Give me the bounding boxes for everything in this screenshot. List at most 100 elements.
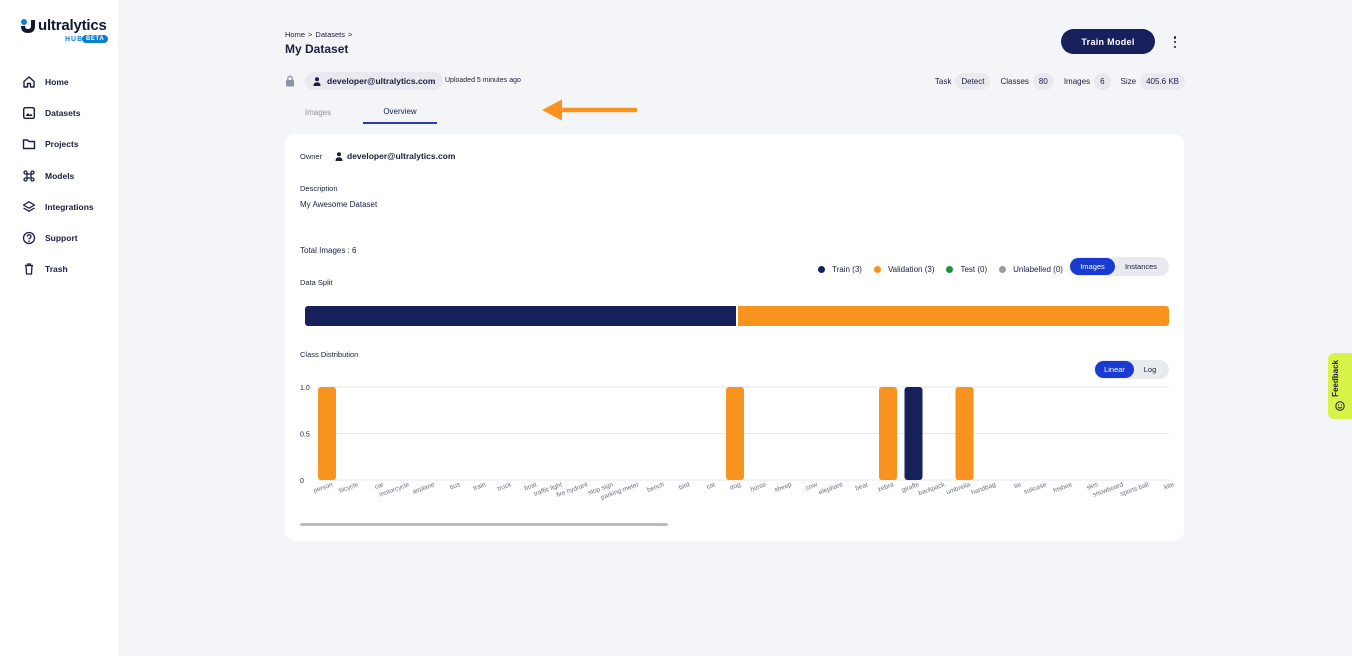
- page-title: My Dataset: [285, 42, 349, 56]
- size-value: 405.6 KB: [1140, 72, 1185, 90]
- dataset-stats: Task Detect Classes 80 Images 6 Size 405…: [935, 72, 1185, 90]
- more-options-icon[interactable]: [1170, 34, 1180, 50]
- x-tick-label: umbrella: [945, 481, 971, 496]
- sidebar-item-label: Trash: [45, 264, 68, 275]
- bar-giraffe[interactable]: [904, 387, 923, 480]
- data-split-bar: [305, 306, 1169, 326]
- split-legend: Train (3) Validation (3) Test (0) Unlabe…: [818, 263, 1075, 275]
- description-label: Description: [300, 184, 338, 193]
- x-tick-label: car: [374, 481, 386, 491]
- legend-label: Test (0): [960, 264, 988, 274]
- sidebar-item-home[interactable]: Home: [0, 66, 118, 97]
- command-icon: [23, 169, 35, 182]
- toggle-images[interactable]: Images: [1070, 258, 1115, 275]
- datasets-icon: [23, 106, 36, 119]
- description-value: My Awesome Dataset: [300, 200, 378, 209]
- sidebar-item-label: Home: [45, 76, 69, 87]
- trash-icon: [25, 263, 33, 276]
- task-value: Detect: [955, 72, 991, 90]
- owner-email: developer@ultralytics.com: [347, 151, 456, 161]
- sidebar-item-integrations[interactable]: Integrations: [0, 191, 118, 222]
- x-tick-label: elephant: [818, 481, 844, 496]
- x-tick-label: cow: [805, 481, 819, 492]
- legend-train: Train (3): [818, 265, 862, 274]
- breadcrumb-separator: >: [308, 30, 313, 39]
- x-tick-label: bench: [646, 481, 665, 494]
- sidebar-item-label: Support: [45, 233, 78, 244]
- x-tick-label: bear: [855, 481, 870, 492]
- sidebar-item-label: Integrations: [45, 201, 94, 212]
- train-model-button[interactable]: Train Model: [1061, 29, 1155, 54]
- legend-dot: [999, 265, 1007, 273]
- lock-icon: [286, 75, 294, 87]
- brand-hub: HUB: [65, 36, 84, 43]
- layers-icon: [22, 200, 36, 212]
- images-value: 6: [1094, 72, 1111, 90]
- x-tick-label: dog: [729, 481, 742, 491]
- x-tick-label: suitcase: [1023, 481, 1048, 496]
- y-tick-label: 1.0: [300, 385, 310, 392]
- sidebar-nav: Home Datasets Projects Models Integratio…: [0, 66, 118, 285]
- images-label: Images: [1063, 76, 1091, 86]
- x-tick-label: airplane: [412, 481, 436, 496]
- sidebar-item-trash[interactable]: Trash: [0, 254, 118, 285]
- sidebar-item-label: Datasets: [45, 107, 81, 118]
- ultralytics-logo-icon: [21, 19, 35, 33]
- total-images: Total Images : 6: [300, 246, 357, 255]
- x-tick-label: sports ball: [1119, 481, 1150, 498]
- bar-umbrella[interactable]: [955, 387, 974, 480]
- sidebar-item-support[interactable]: Support: [0, 222, 118, 253]
- legend-unlabelled: Unlabelled (0): [999, 265, 1063, 274]
- x-tick-label: sheep: [774, 481, 793, 494]
- owner-value: developer@ultralytics.com: [335, 151, 455, 161]
- x-tick-label: tie: [1013, 481, 1022, 490]
- home-icon: [23, 75, 35, 88]
- folder-icon: [22, 139, 36, 150]
- legend-validation: Validation (3): [873, 264, 935, 274]
- x-tick-label: train: [472, 481, 487, 492]
- legend-label: Validation (3): [887, 264, 935, 274]
- bar-dog[interactable]: [726, 387, 744, 480]
- breadcrumb-home[interactable]: Home: [285, 30, 306, 39]
- legend-label: Unlabelled (0): [1013, 264, 1063, 274]
- legend-label: Train (3): [832, 264, 862, 274]
- sidebar-item-datasets[interactable]: Datasets: [0, 97, 118, 128]
- help-icon: [22, 231, 36, 245]
- feedback-label: Feedback: [1331, 360, 1340, 397]
- tab-overview[interactable]: Overview: [363, 100, 437, 124]
- dataset-meta: developer@ultralytics.com Uploaded 5 min…: [285, 72, 1185, 92]
- size-label: Size: [1120, 76, 1137, 86]
- task-label: Task: [934, 76, 952, 86]
- y-tick-label: 0.5: [300, 432, 310, 439]
- x-tick-label: skis: [1086, 481, 1100, 492]
- toggle-instances[interactable]: Instances: [1124, 262, 1158, 271]
- x-tick-label: zebra: [877, 481, 895, 493]
- data-split-label: Data Split: [300, 278, 333, 287]
- owner-chip[interactable]: developer@ultralytics.com: [305, 72, 444, 90]
- x-tick-label: bicycle: [338, 481, 359, 495]
- toggle-linear[interactable]: Linear: [1095, 361, 1134, 378]
- user-icon: [335, 151, 343, 161]
- x-tick-label: truck: [497, 481, 513, 493]
- x-tick-label: handbag: [971, 481, 998, 496]
- toggle-log[interactable]: Log: [1143, 365, 1157, 374]
- classes-label: Classes: [1000, 76, 1029, 86]
- logo[interactable]: ultralytics HUB BETA: [20, 17, 110, 47]
- breadcrumb-datasets[interactable]: Datasets: [315, 30, 346, 39]
- beta-badge: BETA: [82, 35, 109, 43]
- bar-zebra[interactable]: [879, 387, 897, 480]
- bar-person[interactable]: [318, 387, 336, 480]
- tab-images[interactable]: Images: [304, 107, 332, 117]
- sidebar-item-label: Models: [45, 170, 75, 181]
- sidebar-item-models[interactable]: Models: [0, 160, 118, 191]
- legend-dot: [818, 265, 825, 273]
- sidebar-item-projects[interactable]: Projects: [0, 129, 118, 160]
- chart-scrollbar[interactable]: [300, 523, 668, 526]
- y-tick-label: 0: [300, 478, 304, 485]
- x-tick-label: kite: [1163, 481, 1175, 491]
- brand-name: ultralytics: [38, 17, 107, 34]
- feedback-tab[interactable]: Feedback: [1328, 353, 1352, 419]
- x-tick-label: cat: [706, 481, 717, 491]
- uploaded-time: Uploaded 5 minutes ago: [445, 77, 521, 84]
